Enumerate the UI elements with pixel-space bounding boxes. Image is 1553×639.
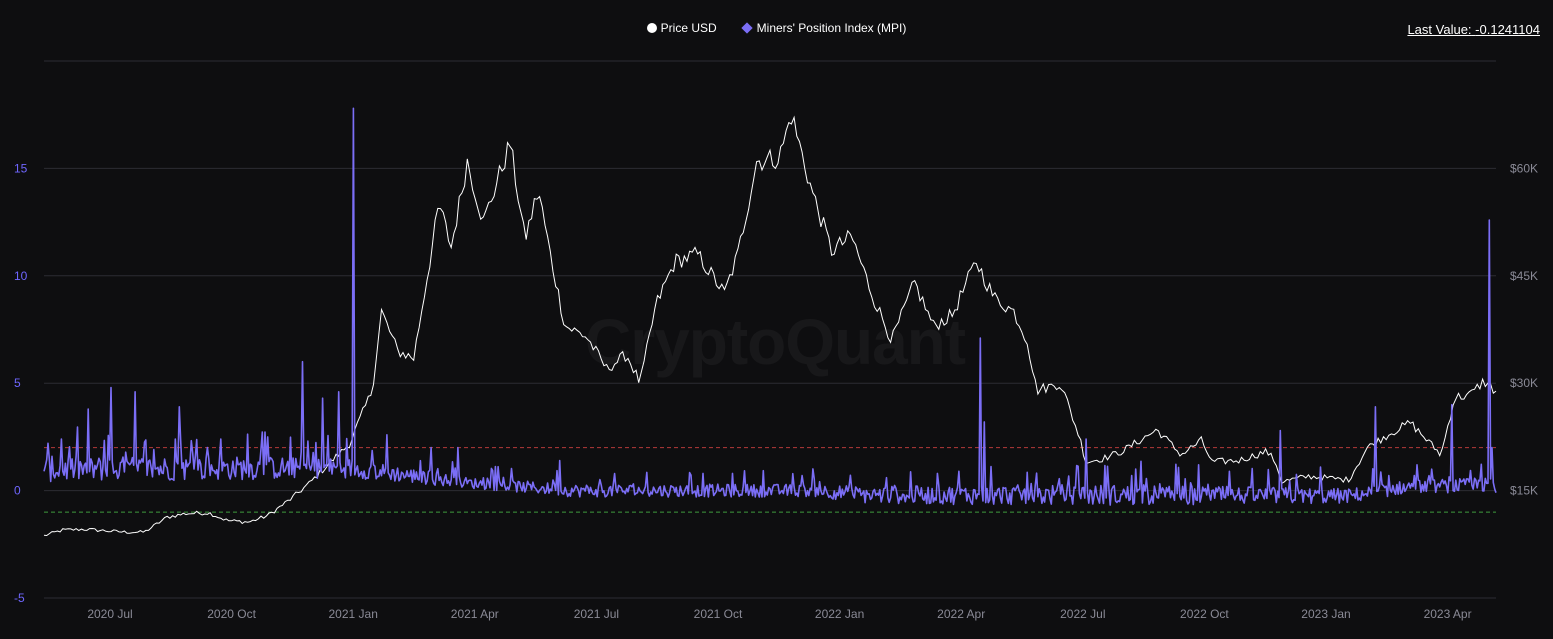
left-axis-tick-label: 0 <box>14 484 21 498</box>
x-axis-tick-label: 2020 Oct <box>207 607 256 621</box>
x-axis-tick-label: 2020 Jul <box>87 607 132 621</box>
left-axis-tick-label: 15 <box>14 161 28 175</box>
left-axis-tick-label: 5 <box>14 376 21 390</box>
x-axis-tick-label: 2021 Jan <box>329 607 378 621</box>
left-axis-tick-label: -5 <box>14 591 25 605</box>
x-axis-tick-label: 2021 Jul <box>574 607 619 621</box>
legend-label-price: Price USD <box>660 21 717 35</box>
left-axis-tick-label: 10 <box>14 269 28 283</box>
x-axis-tick-label: 2021 Apr <box>451 607 499 621</box>
x-axis-tick-label: 2022 Apr <box>937 607 985 621</box>
right-axis-tick-label: $45K <box>1510 269 1538 283</box>
x-axis-tick-label: 2021 Oct <box>694 607 743 621</box>
last-value-label: Last Value: <box>1407 22 1472 37</box>
circle-marker-icon <box>646 23 657 33</box>
right-axis-tick-label: $15K <box>1510 484 1538 498</box>
right-axis-tick-label: $30K <box>1510 376 1538 390</box>
legend-item-price[interactable]: Price USD <box>646 21 717 35</box>
x-axis-tick-label: 2022 Oct <box>1180 607 1229 621</box>
right-axis-tick-label: $60K <box>1510 161 1538 175</box>
legend-item-mpi[interactable]: Miners' Position Index (MPI) <box>741 21 907 35</box>
last-value-readout[interactable]: Last Value: -0.1241104 <box>1407 22 1540 37</box>
x-axis-tick-label: 2022 Jan <box>815 607 864 621</box>
legend-label-mpi: Miners' Position Index (MPI) <box>756 21 907 35</box>
x-axis-tick-label: 2022 Jul <box>1060 607 1105 621</box>
legend: Price USD Miners' Position Index (MPI) <box>0 21 1553 35</box>
x-axis-tick-label: 2023 Jan <box>1301 607 1350 621</box>
last-value-number: -0.1241104 <box>1475 22 1540 37</box>
x-axis-tick-label: 2023 Apr <box>1424 607 1472 621</box>
price-line <box>43 115 1497 537</box>
diamond-marker-icon <box>741 22 753 34</box>
mpi-line <box>43 107 1497 506</box>
